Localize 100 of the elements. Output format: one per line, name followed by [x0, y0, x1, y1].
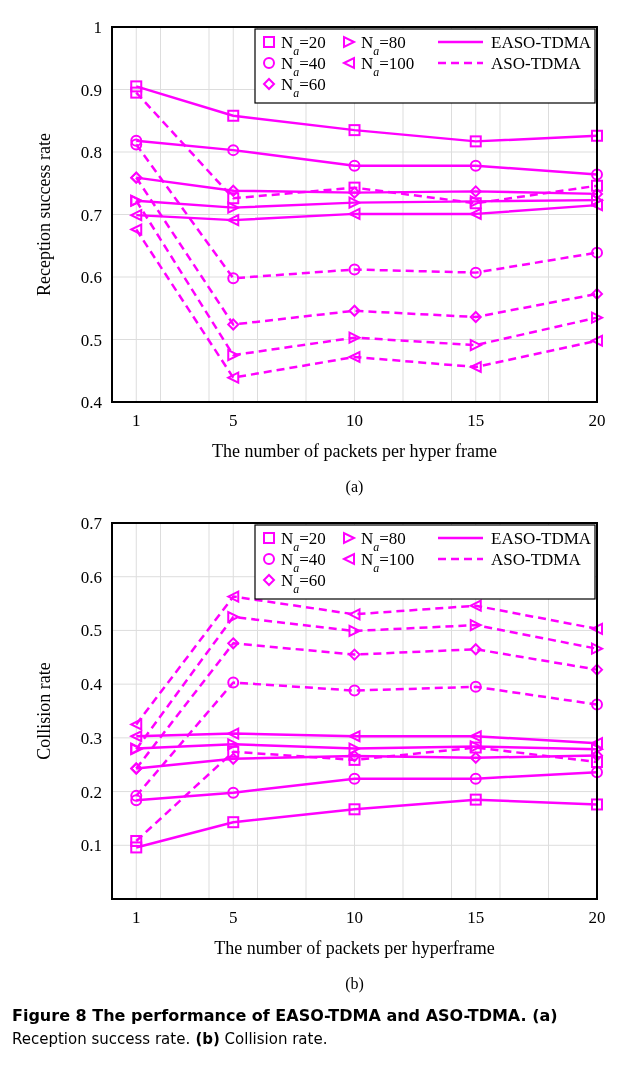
point: [130, 209, 143, 222]
point: [130, 794, 143, 807]
point: [348, 684, 361, 697]
point: [348, 263, 361, 276]
point: [348, 207, 361, 220]
point: [130, 730, 143, 743]
point: [348, 124, 361, 137]
point: [227, 637, 240, 650]
point: [227, 109, 240, 122]
y-axis-title: Reception success rate: [34, 133, 54, 296]
y-tick-label: 0.7: [80, 514, 103, 533]
point: [227, 676, 240, 689]
point: [227, 786, 240, 799]
x-tick-label: 1: [132, 411, 141, 430]
text: (b): [190, 1030, 220, 1048]
point: [591, 334, 603, 347]
x-tick-label: 10: [346, 908, 363, 927]
point: [227, 192, 240, 205]
annotation: ASO-TDMA: [491, 550, 582, 569]
point: [591, 622, 603, 635]
point: [130, 138, 143, 151]
point: [591, 642, 603, 655]
point: [469, 266, 482, 279]
x-tick-label: 20: [588, 908, 606, 927]
point: [348, 624, 361, 637]
point: [469, 772, 482, 785]
point: [227, 272, 240, 285]
point: [469, 311, 482, 323]
y-tick-label: 0.1: [80, 836, 102, 856]
point: [469, 135, 482, 148]
point: [227, 144, 240, 157]
point: [469, 159, 482, 172]
point: [227, 727, 240, 740]
point: [348, 772, 361, 785]
text: (b): [345, 975, 364, 993]
point: [469, 751, 482, 764]
point: [348, 351, 361, 363]
x-tick-label: 15: [467, 411, 485, 430]
y-tick-label: 0.7: [80, 205, 103, 225]
point: [591, 287, 603, 300]
y-tick-label: 0.3: [80, 728, 102, 748]
x-axis-title: The number of packets per hyper frame: [212, 441, 497, 461]
point: [227, 371, 240, 384]
y-tick-label: 0.8: [80, 143, 102, 162]
point: [130, 834, 143, 847]
point: [130, 134, 143, 147]
y-tick-label: 0.9: [80, 80, 102, 100]
annotation: EASO-TDMA: [491, 33, 592, 52]
point: [227, 349, 240, 362]
point: [348, 181, 361, 194]
point: [348, 159, 361, 172]
y-tick-label: 0.6: [80, 268, 102, 287]
point: [348, 803, 361, 816]
x-tick-label: 20: [588, 411, 606, 430]
text: Reception success rate.: [12, 1030, 191, 1048]
point: [591, 698, 603, 711]
point: [348, 196, 361, 209]
point: [469, 619, 482, 632]
x-tick-label: 15: [467, 908, 485, 927]
point: [469, 207, 482, 220]
point: [227, 590, 240, 603]
annotation: ASO-TDMA: [491, 54, 582, 73]
point: [591, 168, 603, 181]
point: [348, 304, 361, 317]
annotation: EASO-TDMA: [491, 529, 592, 548]
text: (a): [345, 478, 364, 496]
x-tick-label: 10: [346, 411, 363, 430]
point: [591, 756, 603, 769]
x-tick-label: 1: [132, 908, 141, 927]
text: Collision rate.: [219, 1030, 328, 1048]
point: [130, 841, 143, 854]
point: [348, 742, 361, 755]
point: [227, 201, 240, 214]
point: [348, 648, 361, 661]
point: [469, 730, 482, 743]
point: [227, 738, 240, 751]
y-tick-label: 0.5: [80, 330, 102, 350]
point: [469, 643, 482, 656]
point: [130, 86, 143, 99]
point: [591, 129, 603, 142]
point: [591, 311, 603, 324]
point: [469, 185, 482, 198]
point: [469, 339, 482, 352]
point: [130, 789, 143, 802]
y-tick-label: 0.4: [80, 393, 103, 412]
caption: Figure 8 The performance of EASO-TDMA and ASO-TDMA. (a): [12, 1006, 558, 1025]
point: [227, 816, 240, 829]
point: [227, 214, 240, 227]
point: [227, 611, 240, 623]
y-tick-label: 0.5: [80, 621, 102, 641]
point: [591, 179, 603, 192]
point: [348, 608, 361, 621]
y-tick-label: 0.2: [80, 782, 102, 802]
point: [469, 361, 482, 373]
point: [130, 80, 143, 93]
point: [227, 745, 240, 758]
point: [469, 793, 482, 806]
point: [130, 718, 143, 731]
x-axis-title: The number of packets per hyperframe: [214, 938, 495, 958]
y-tick-label: 1: [93, 18, 102, 37]
